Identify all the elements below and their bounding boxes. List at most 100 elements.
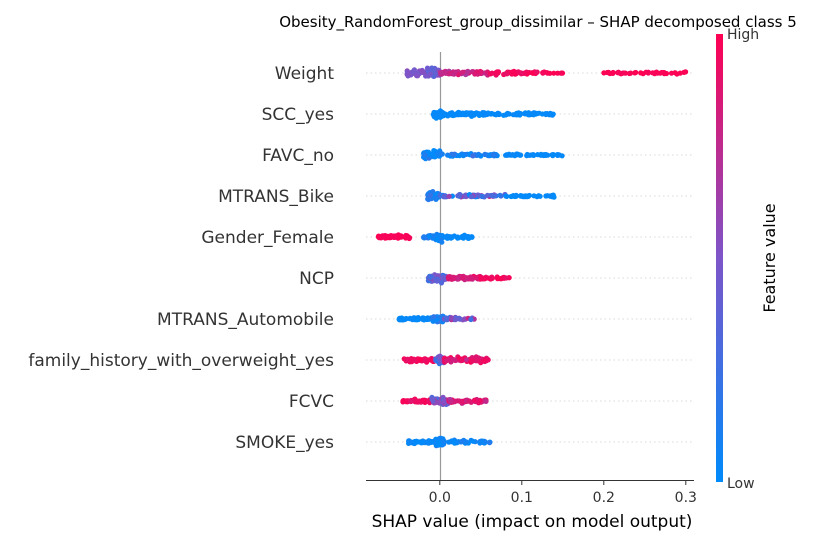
feature-label: Weight <box>275 64 335 84</box>
x-tick-label: 0.2 <box>593 490 615 506</box>
shap-point <box>441 438 447 444</box>
shap-point <box>420 397 426 403</box>
shap-point <box>559 153 565 159</box>
shap-point <box>616 70 622 76</box>
shap-point <box>455 235 461 241</box>
shap-point <box>427 274 433 280</box>
shap-point <box>442 70 448 76</box>
shap-point <box>518 152 524 158</box>
shap-point <box>388 233 394 240</box>
shap-point <box>478 69 484 76</box>
shap-point <box>457 191 463 198</box>
shap-point <box>450 112 456 119</box>
shap-point <box>509 152 516 158</box>
shap-point <box>534 194 540 200</box>
shap-point <box>504 193 510 199</box>
shap-point <box>451 151 457 157</box>
shap-point <box>397 316 403 322</box>
shap-point <box>518 193 524 199</box>
shap-point <box>474 275 480 281</box>
feature-label: SCC_yes <box>262 105 335 125</box>
shap-point <box>422 152 428 158</box>
colorbar <box>716 34 723 482</box>
shap-point <box>419 439 425 445</box>
feature-label: family_history_with_overweight_yes <box>28 351 334 371</box>
shap-point <box>457 316 463 322</box>
shap-point <box>497 192 503 198</box>
shap-point <box>431 314 437 320</box>
feature-label: MTRANS_Bike <box>218 187 334 207</box>
shap-point <box>403 232 409 239</box>
shap-point <box>645 69 652 75</box>
shap-point <box>438 280 445 286</box>
shap-point <box>512 193 519 199</box>
shap-point <box>550 111 556 117</box>
shap-point <box>668 70 675 76</box>
shap-point <box>408 398 414 404</box>
shap-point <box>458 399 464 405</box>
shap-point <box>476 358 482 364</box>
shap-point <box>638 70 644 76</box>
shap-point <box>522 70 528 76</box>
shap-point <box>463 439 469 445</box>
shap-point <box>677 70 683 76</box>
shap-point <box>558 70 564 76</box>
shap-point <box>446 70 452 76</box>
shap-point <box>460 153 466 159</box>
shap-point <box>469 275 475 282</box>
shap-point <box>476 152 482 158</box>
shap-point <box>446 276 452 282</box>
shap-point <box>446 234 453 240</box>
shap-point <box>495 276 501 282</box>
shap-point <box>463 192 469 198</box>
shap-point <box>607 70 613 77</box>
shap-point <box>417 356 423 362</box>
shap-point <box>488 192 495 199</box>
shap-point <box>489 70 495 76</box>
shap-point <box>477 397 483 404</box>
chart-title: Obesity_RandomForest_group_dissimilar – … <box>279 13 797 32</box>
shap-point <box>485 357 491 363</box>
shap-point <box>460 275 466 281</box>
shap-point <box>458 439 464 445</box>
colorbar-low-label: Low <box>727 476 755 492</box>
shap-point <box>495 69 502 75</box>
shap-point <box>628 70 634 76</box>
shap-point <box>436 399 442 405</box>
x-axis-label: SHAP value (impact on model output) <box>372 512 693 532</box>
shap-point <box>466 398 472 404</box>
shap-point <box>458 358 464 364</box>
shap-point <box>661 71 667 77</box>
shap-point <box>460 69 466 75</box>
shap-point <box>480 276 486 282</box>
shap-point <box>488 111 494 117</box>
shap-point <box>534 69 540 75</box>
shap-point <box>489 274 495 280</box>
shap-point <box>482 112 488 118</box>
shap-point <box>448 315 454 321</box>
shap-point <box>425 315 431 321</box>
shap-point <box>463 357 470 363</box>
shap-point <box>440 110 446 116</box>
shap-point <box>683 69 689 75</box>
feature-label: SMOKE_yes <box>235 433 334 453</box>
shap-point <box>601 70 607 76</box>
shap-point <box>434 236 440 242</box>
shap-point <box>421 317 427 323</box>
shap-point <box>409 69 416 75</box>
shap-point <box>524 193 530 199</box>
shap-point <box>426 233 432 239</box>
shap-point <box>482 151 488 157</box>
feature-gridlines <box>366 72 694 443</box>
feature-label: FAVC_no <box>262 146 334 166</box>
shap-point <box>491 153 497 159</box>
shap-dots <box>375 65 689 449</box>
shap-point <box>515 111 521 117</box>
shap-point <box>495 110 501 116</box>
shap-point <box>468 316 474 323</box>
shap-point <box>551 194 557 200</box>
shap-point <box>470 153 476 159</box>
feature-label: NCP <box>299 269 334 289</box>
shap-point <box>448 399 454 405</box>
shap-point <box>471 397 478 403</box>
